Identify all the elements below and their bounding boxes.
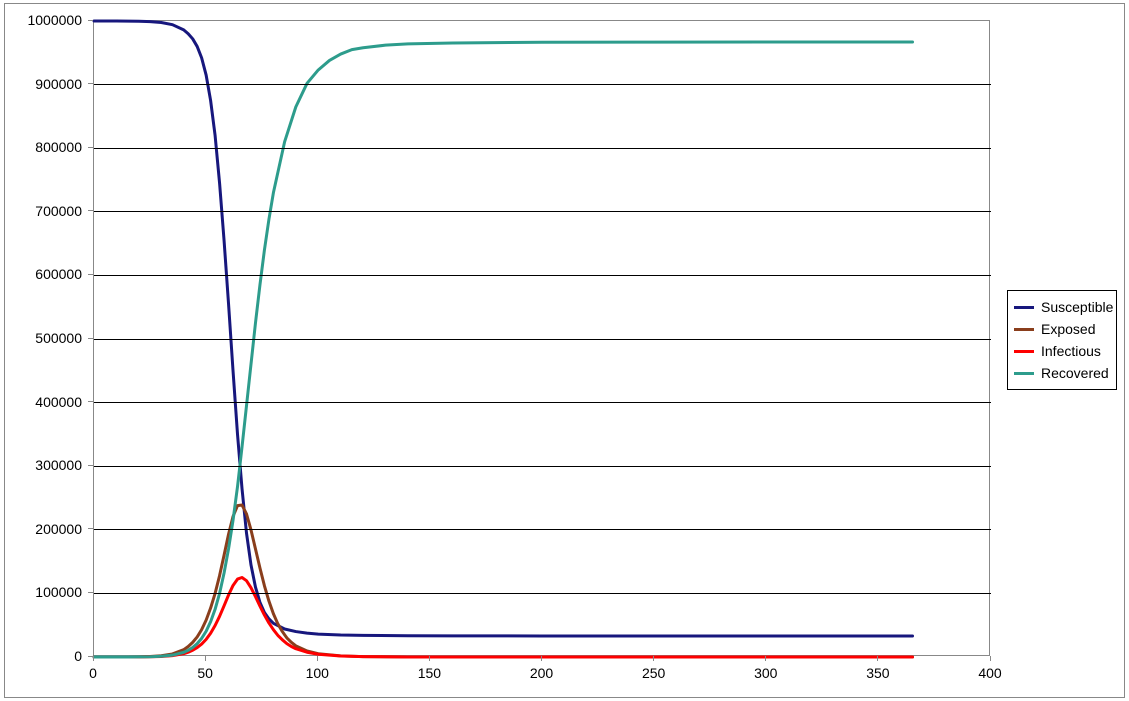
legend-item: Recovered bbox=[1014, 362, 1110, 384]
x-tick-label: 0 bbox=[89, 665, 97, 681]
x-tick bbox=[317, 656, 318, 661]
x-tick bbox=[541, 656, 542, 661]
y-tick-label: 0 bbox=[0, 648, 82, 664]
legend-item: Infectious bbox=[1014, 340, 1110, 362]
y-gridline bbox=[94, 402, 991, 403]
y-tick-label: 400000 bbox=[0, 394, 82, 410]
y-tick bbox=[88, 20, 93, 21]
x-tick-label: 350 bbox=[866, 665, 889, 681]
legend-item: Exposed bbox=[1014, 318, 1110, 340]
x-tick bbox=[990, 656, 991, 661]
legend: Susceptible Exposed Infectious Recovered bbox=[1007, 290, 1117, 390]
y-tick bbox=[88, 83, 93, 84]
legend-label: Infectious bbox=[1041, 343, 1101, 359]
y-tick-label: 500000 bbox=[0, 330, 82, 346]
x-tick bbox=[765, 656, 766, 661]
x-tick bbox=[205, 656, 206, 661]
series-line-susceptible bbox=[94, 21, 913, 636]
series-line-exposed bbox=[94, 505, 913, 657]
series-line-recovered bbox=[94, 42, 913, 657]
y-tick bbox=[88, 401, 93, 402]
y-tick-label: 700000 bbox=[0, 203, 82, 219]
x-tick bbox=[93, 656, 94, 661]
legend-label: Exposed bbox=[1041, 321, 1095, 337]
x-tick bbox=[653, 656, 654, 661]
x-tick bbox=[877, 656, 878, 661]
y-gridline bbox=[94, 593, 991, 594]
x-tick-label: 400 bbox=[978, 665, 1001, 681]
legend-swatch bbox=[1014, 350, 1034, 353]
y-tick bbox=[88, 592, 93, 593]
x-tick bbox=[429, 656, 430, 661]
x-tick-label: 250 bbox=[642, 665, 665, 681]
y-gridline bbox=[94, 211, 991, 212]
y-tick bbox=[88, 210, 93, 211]
legend-item: Susceptible bbox=[1014, 296, 1110, 318]
legend-label: Recovered bbox=[1041, 365, 1109, 381]
y-gridline bbox=[94, 339, 991, 340]
y-tick-label: 200000 bbox=[0, 521, 82, 537]
legend-swatch bbox=[1014, 372, 1034, 375]
x-tick-label: 100 bbox=[306, 665, 329, 681]
y-tick-label: 600000 bbox=[0, 266, 82, 282]
y-gridline bbox=[94, 275, 991, 276]
y-gridline bbox=[94, 466, 991, 467]
legend-swatch bbox=[1014, 306, 1034, 309]
y-tick-label: 100000 bbox=[0, 584, 82, 600]
y-tick bbox=[88, 465, 93, 466]
x-tick-label: 300 bbox=[754, 665, 777, 681]
y-tick bbox=[88, 338, 93, 339]
x-tick-label: 150 bbox=[418, 665, 441, 681]
y-gridline bbox=[94, 84, 991, 85]
legend-swatch bbox=[1014, 328, 1034, 331]
y-tick-label: 300000 bbox=[0, 457, 82, 473]
y-tick-label: 1000000 bbox=[0, 12, 82, 28]
x-tick-label: 200 bbox=[530, 665, 553, 681]
y-tick-label: 900000 bbox=[0, 76, 82, 92]
x-tick-label: 50 bbox=[197, 665, 213, 681]
legend-label: Susceptible bbox=[1041, 299, 1113, 315]
y-tick bbox=[88, 274, 93, 275]
y-tick-label: 800000 bbox=[0, 139, 82, 155]
y-gridline bbox=[94, 148, 991, 149]
y-tick bbox=[88, 147, 93, 148]
y-gridline bbox=[94, 529, 991, 530]
y-tick bbox=[88, 528, 93, 529]
plot-area bbox=[93, 20, 990, 656]
